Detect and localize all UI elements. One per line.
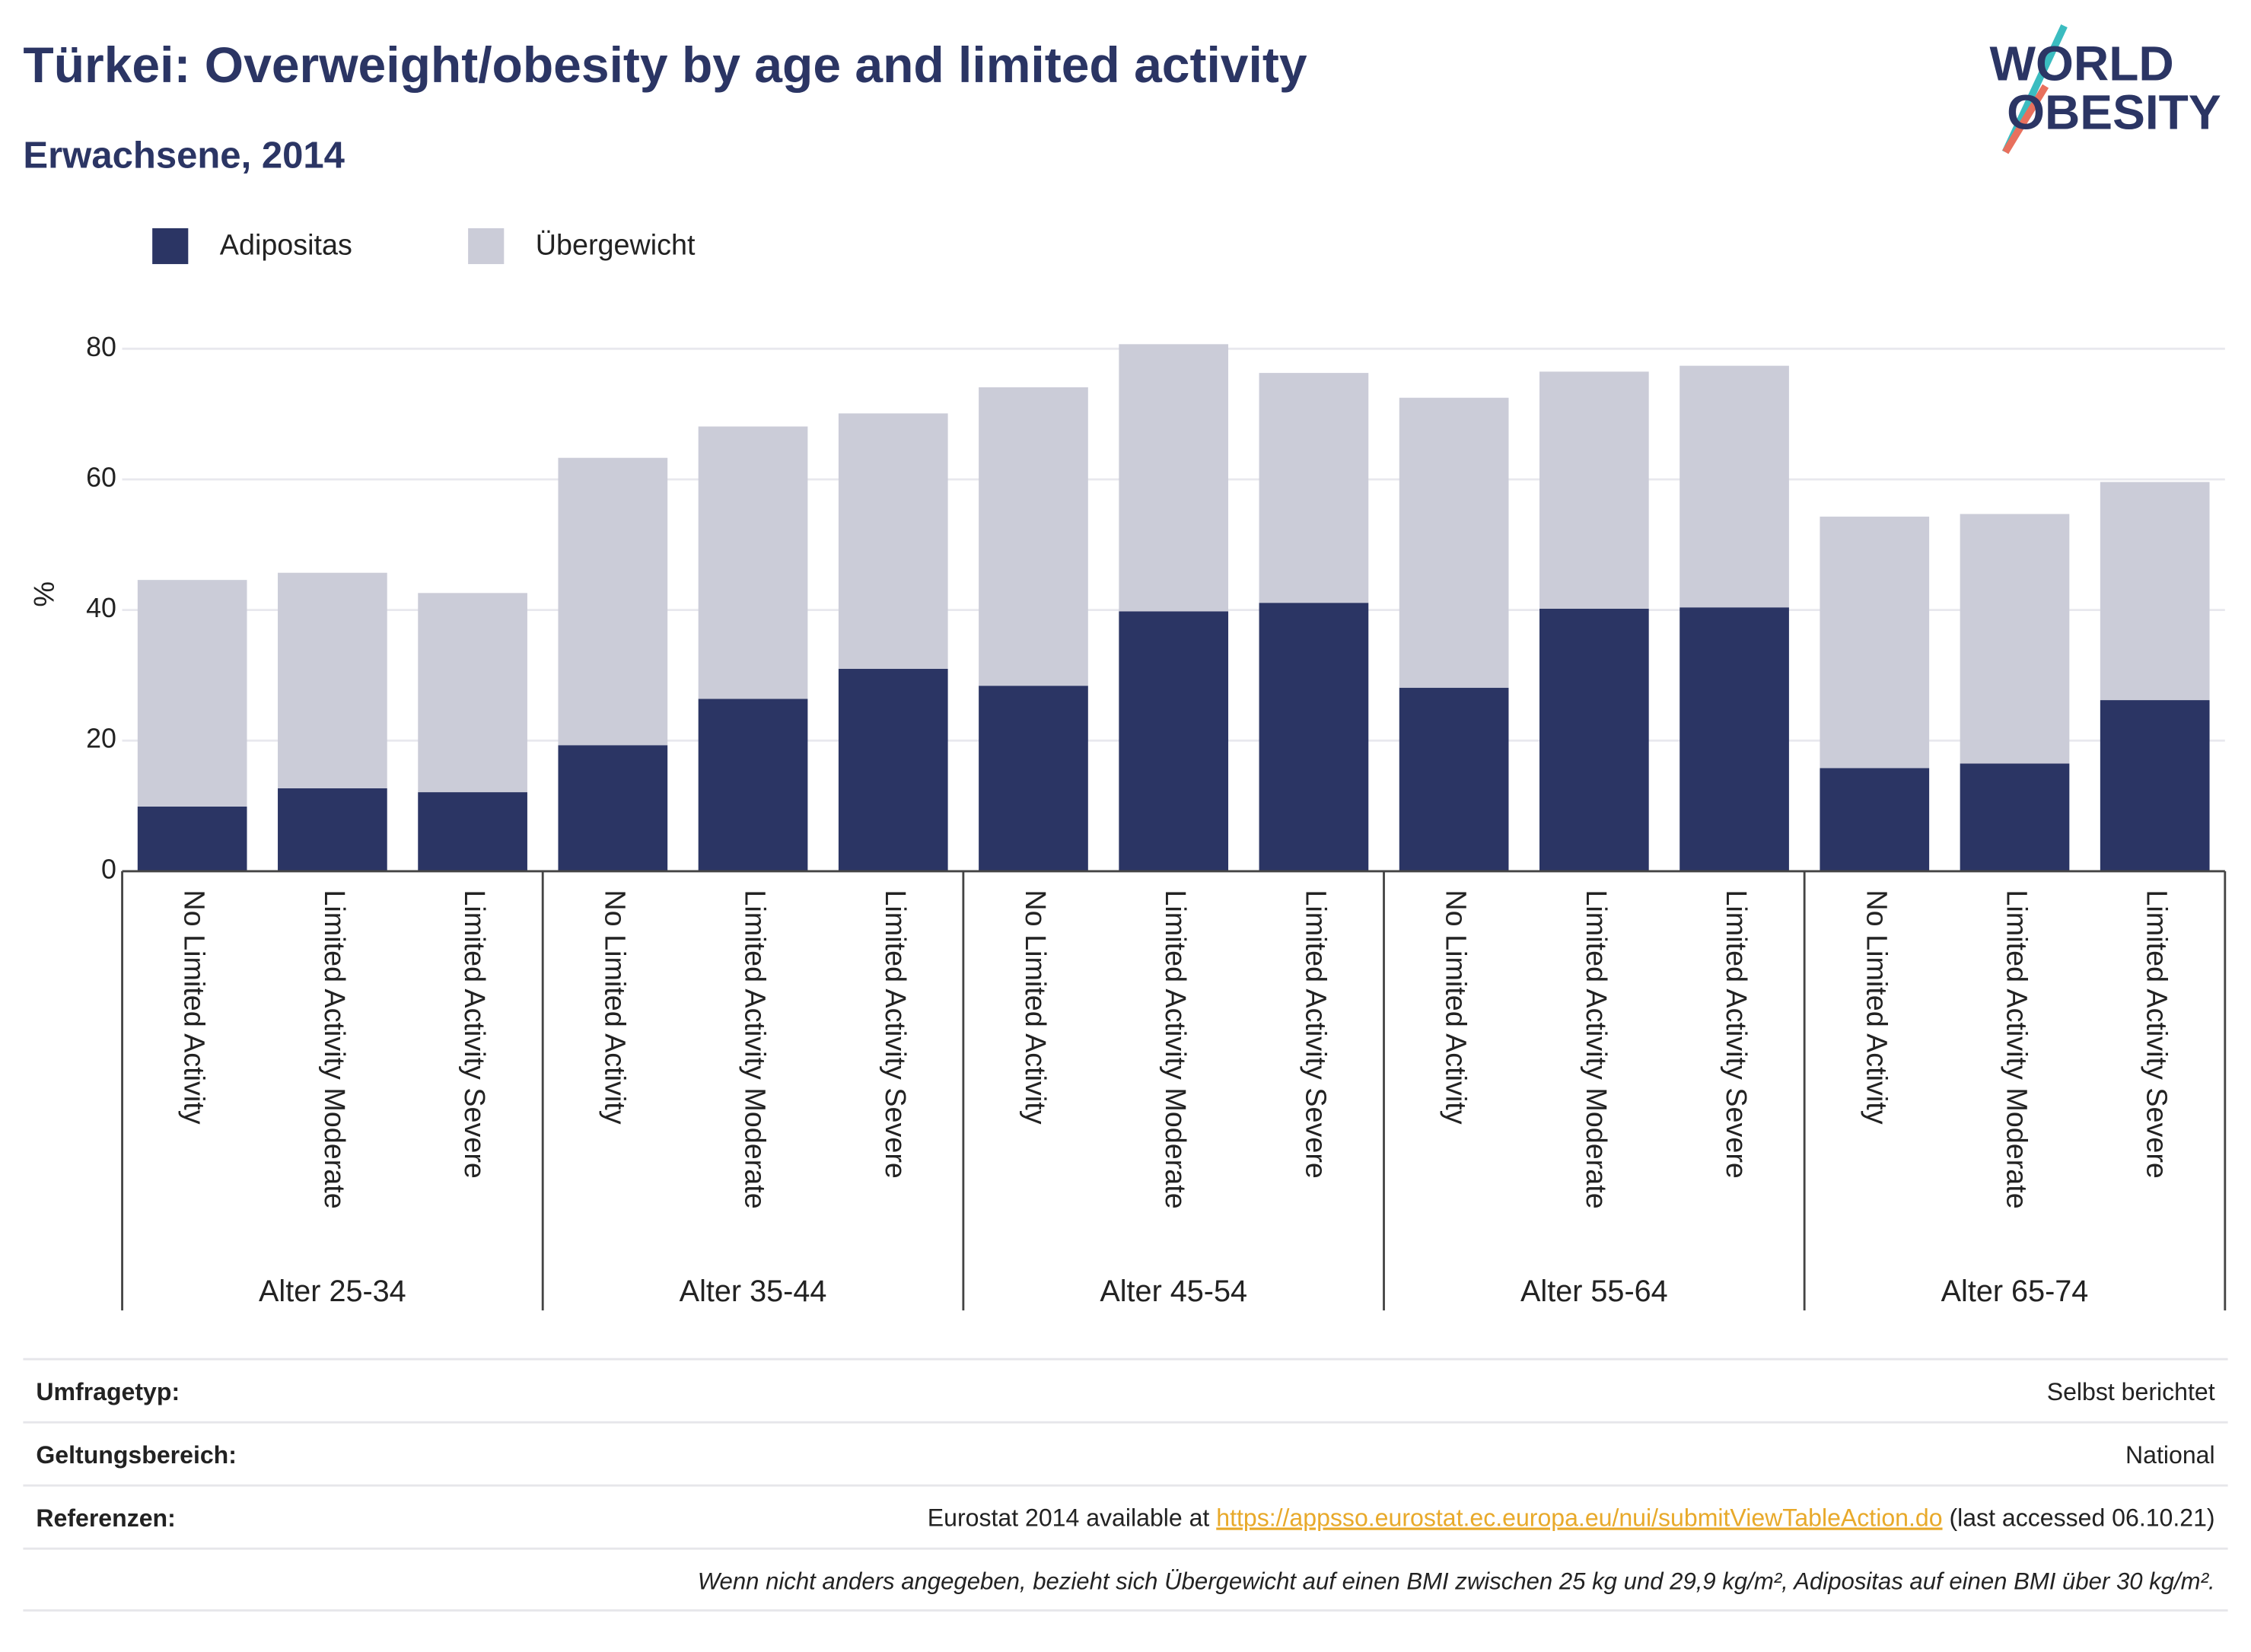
bar-segment: [1820, 768, 1930, 871]
bar-segment: [558, 745, 668, 871]
x-tick-label: Limited Activity Moderate: [1160, 890, 1192, 1208]
x-tick-label: No Limited Activity: [1861, 890, 1893, 1124]
bar-segment: [1399, 397, 1509, 688]
x-tick-label: Limited Activity Severe: [1300, 890, 1332, 1178]
reference-link[interactable]: https://appsso.eurostat.ec.europa.eu/nui…: [1216, 1504, 1942, 1532]
bar-segment: [1119, 344, 1229, 612]
logo: WORLD OBESITY: [1989, 24, 2221, 154]
x-tick-label: No Limited Activity: [179, 890, 211, 1124]
y-tick-label: 40: [86, 593, 116, 623]
y-tick-label: 0: [101, 854, 116, 884]
bar-segment: [838, 668, 948, 871]
footer-label: Umfragetyp:: [36, 1378, 180, 1405]
chart-title: Türkei: Overweight/obesity by age and li…: [23, 37, 1307, 93]
legend-swatch: [468, 228, 505, 265]
bar-segment: [278, 572, 387, 788]
bar-segment: [1960, 763, 2070, 871]
bar-segment: [1679, 607, 1789, 871]
x-tick-label: Limited Activity Moderate: [319, 890, 351, 1208]
bar-segment: [838, 413, 948, 669]
bar-segment: [137, 806, 247, 871]
bar-segment: [418, 792, 527, 871]
bar-segment: [1259, 603, 1369, 871]
bar-segment: [1960, 514, 2070, 764]
bar-segment: [1539, 608, 1649, 871]
bar-segment: [1679, 365, 1789, 608]
group-label: Alter 25-34: [259, 1275, 406, 1308]
group-label: Alter 65-74: [1941, 1275, 2089, 1308]
footer-value: National: [2125, 1441, 2215, 1469]
x-tick-label: No Limited Activity: [599, 890, 631, 1124]
chart-subtitle: Erwachsene, 2014: [23, 135, 345, 176]
bar-segment: [1119, 611, 1229, 871]
legend-label: Übergewicht: [536, 228, 696, 260]
logo-text: OBESITY: [2007, 85, 2221, 140]
logo-slash: [2002, 84, 2049, 154]
y-tick-label: 60: [86, 462, 116, 492]
reference: Eurostat 2014 available at https://appss…: [928, 1504, 2215, 1532]
x-tick-label: Limited Activity Moderate: [740, 890, 772, 1208]
bar-segment: [1259, 373, 1369, 603]
bar-segment: [698, 426, 808, 699]
group-label: Alter 45-54: [1100, 1275, 1247, 1308]
x-tick-label: Limited Activity Severe: [1721, 890, 1753, 1178]
bar-segment: [979, 387, 1088, 686]
footer-note: Wenn nicht anders angegeben, bezieht sic…: [698, 1568, 2215, 1595]
bar-segment: [2100, 482, 2210, 701]
logo-text: WORLD: [1989, 37, 2173, 91]
footer-label: Geltungsbereich:: [36, 1441, 237, 1469]
x-tick-label: Limited Activity Severe: [459, 890, 491, 1178]
bar-segment: [1820, 516, 1930, 769]
x-tick-label: No Limited Activity: [1441, 890, 1473, 1124]
x-tick-label: No Limited Activity: [1020, 890, 1052, 1124]
x-tick-label: Limited Activity Severe: [2141, 890, 2173, 1178]
legend-swatch: [152, 228, 189, 265]
bar-segment: [137, 580, 247, 807]
legend-label: Adipositas: [220, 228, 352, 260]
bar-segment: [278, 788, 387, 871]
y-axis-label: %: [28, 581, 60, 607]
y-tick-label: 20: [86, 724, 116, 754]
footer-value: Selbst berichtet: [2047, 1378, 2215, 1405]
bar-segment: [418, 593, 527, 793]
bar-segment: [698, 699, 808, 871]
group-label: Alter 35-44: [680, 1275, 827, 1308]
bar-segment: [979, 686, 1088, 871]
reference-text: Eurostat 2014 available at: [928, 1504, 1216, 1532]
reference-suffix: (last accessed 06.10.21): [1943, 1504, 2215, 1532]
bar-segment: [558, 457, 668, 746]
bar-segment: [1399, 687, 1509, 871]
x-tick-label: Limited Activity Moderate: [2001, 890, 2033, 1208]
bar-segment: [1539, 371, 1649, 609]
x-tick-label: Limited Activity Moderate: [1581, 890, 1613, 1208]
bar-segment: [2100, 700, 2210, 871]
footer-label: Referenzen:: [36, 1504, 175, 1532]
x-tick-label: Limited Activity Severe: [880, 890, 912, 1178]
group-label: Alter 55-64: [1520, 1275, 1668, 1308]
y-tick-label: 80: [86, 332, 116, 362]
